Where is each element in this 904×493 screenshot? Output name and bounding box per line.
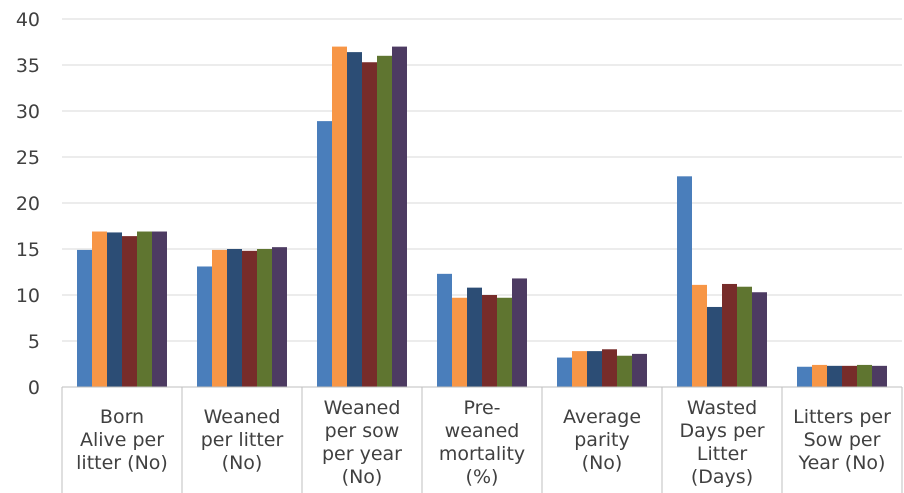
category-label: Wasted Days per Litter (Days) (679, 397, 764, 488)
bar (317, 121, 332, 388)
bar (242, 250, 257, 387)
bar (152, 231, 167, 387)
category-label: Born Alive per litter (No) (76, 406, 168, 474)
bar (347, 52, 362, 388)
x-axis (61, 386, 903, 493)
bar (212, 249, 227, 387)
bar (272, 247, 287, 387)
y-tick-label: 5 (28, 331, 40, 353)
bar (137, 231, 152, 387)
bar (842, 365, 857, 387)
bar (452, 297, 467, 387)
y-tick-label: 25 (16, 147, 40, 169)
y-tick-label: 10 (16, 285, 40, 307)
bar (707, 306, 722, 387)
bar (722, 283, 737, 387)
category-label: Average parity (No) (563, 406, 641, 474)
bar (362, 62, 377, 388)
y-tick-label: 35 (16, 55, 40, 77)
category-label: Weaned per litter (No) (201, 406, 284, 474)
category-labels: Born Alive per litter (No) Weaned per litter… (76, 397, 891, 488)
bar (857, 364, 872, 387)
bar (677, 176, 692, 387)
bar (512, 278, 527, 387)
bar (737, 286, 752, 387)
bar (332, 46, 347, 387)
bar (572, 351, 587, 387)
bar (377, 55, 392, 388)
bar (632, 353, 647, 387)
y-tick-label: 15 (16, 239, 40, 261)
bar (107, 232, 122, 387)
bar (602, 349, 617, 387)
bars (77, 46, 887, 388)
y-axis-tick-labels: 0 5 10 15 20 25 30 35 40 (16, 9, 40, 399)
y-tick-label: 30 (16, 101, 40, 123)
bar (392, 46, 407, 387)
bar (92, 231, 107, 387)
category-label: Litters per Sow per Year (No) (793, 406, 891, 474)
y-tick-label: 0 (28, 377, 40, 399)
bar (587, 351, 602, 387)
bar (437, 273, 452, 387)
bar (692, 284, 707, 387)
bar (257, 249, 272, 387)
bar (752, 292, 767, 387)
bar (122, 236, 137, 387)
bar (197, 266, 212, 387)
bar (617, 355, 632, 387)
bar (797, 366, 812, 387)
bar (812, 364, 827, 387)
bar (497, 297, 512, 387)
y-tick-label: 40 (16, 9, 40, 31)
y-tick-label: 20 (16, 193, 40, 215)
bar (227, 249, 242, 387)
bar (827, 365, 842, 387)
bar (872, 365, 887, 387)
bar (557, 357, 572, 387)
category-label: Weaned per sow per year (No) (322, 397, 402, 488)
bar (482, 295, 497, 387)
bar (77, 249, 92, 387)
category-label: Pre-weaned mortality (%) (439, 397, 525, 488)
bar (467, 287, 482, 387)
